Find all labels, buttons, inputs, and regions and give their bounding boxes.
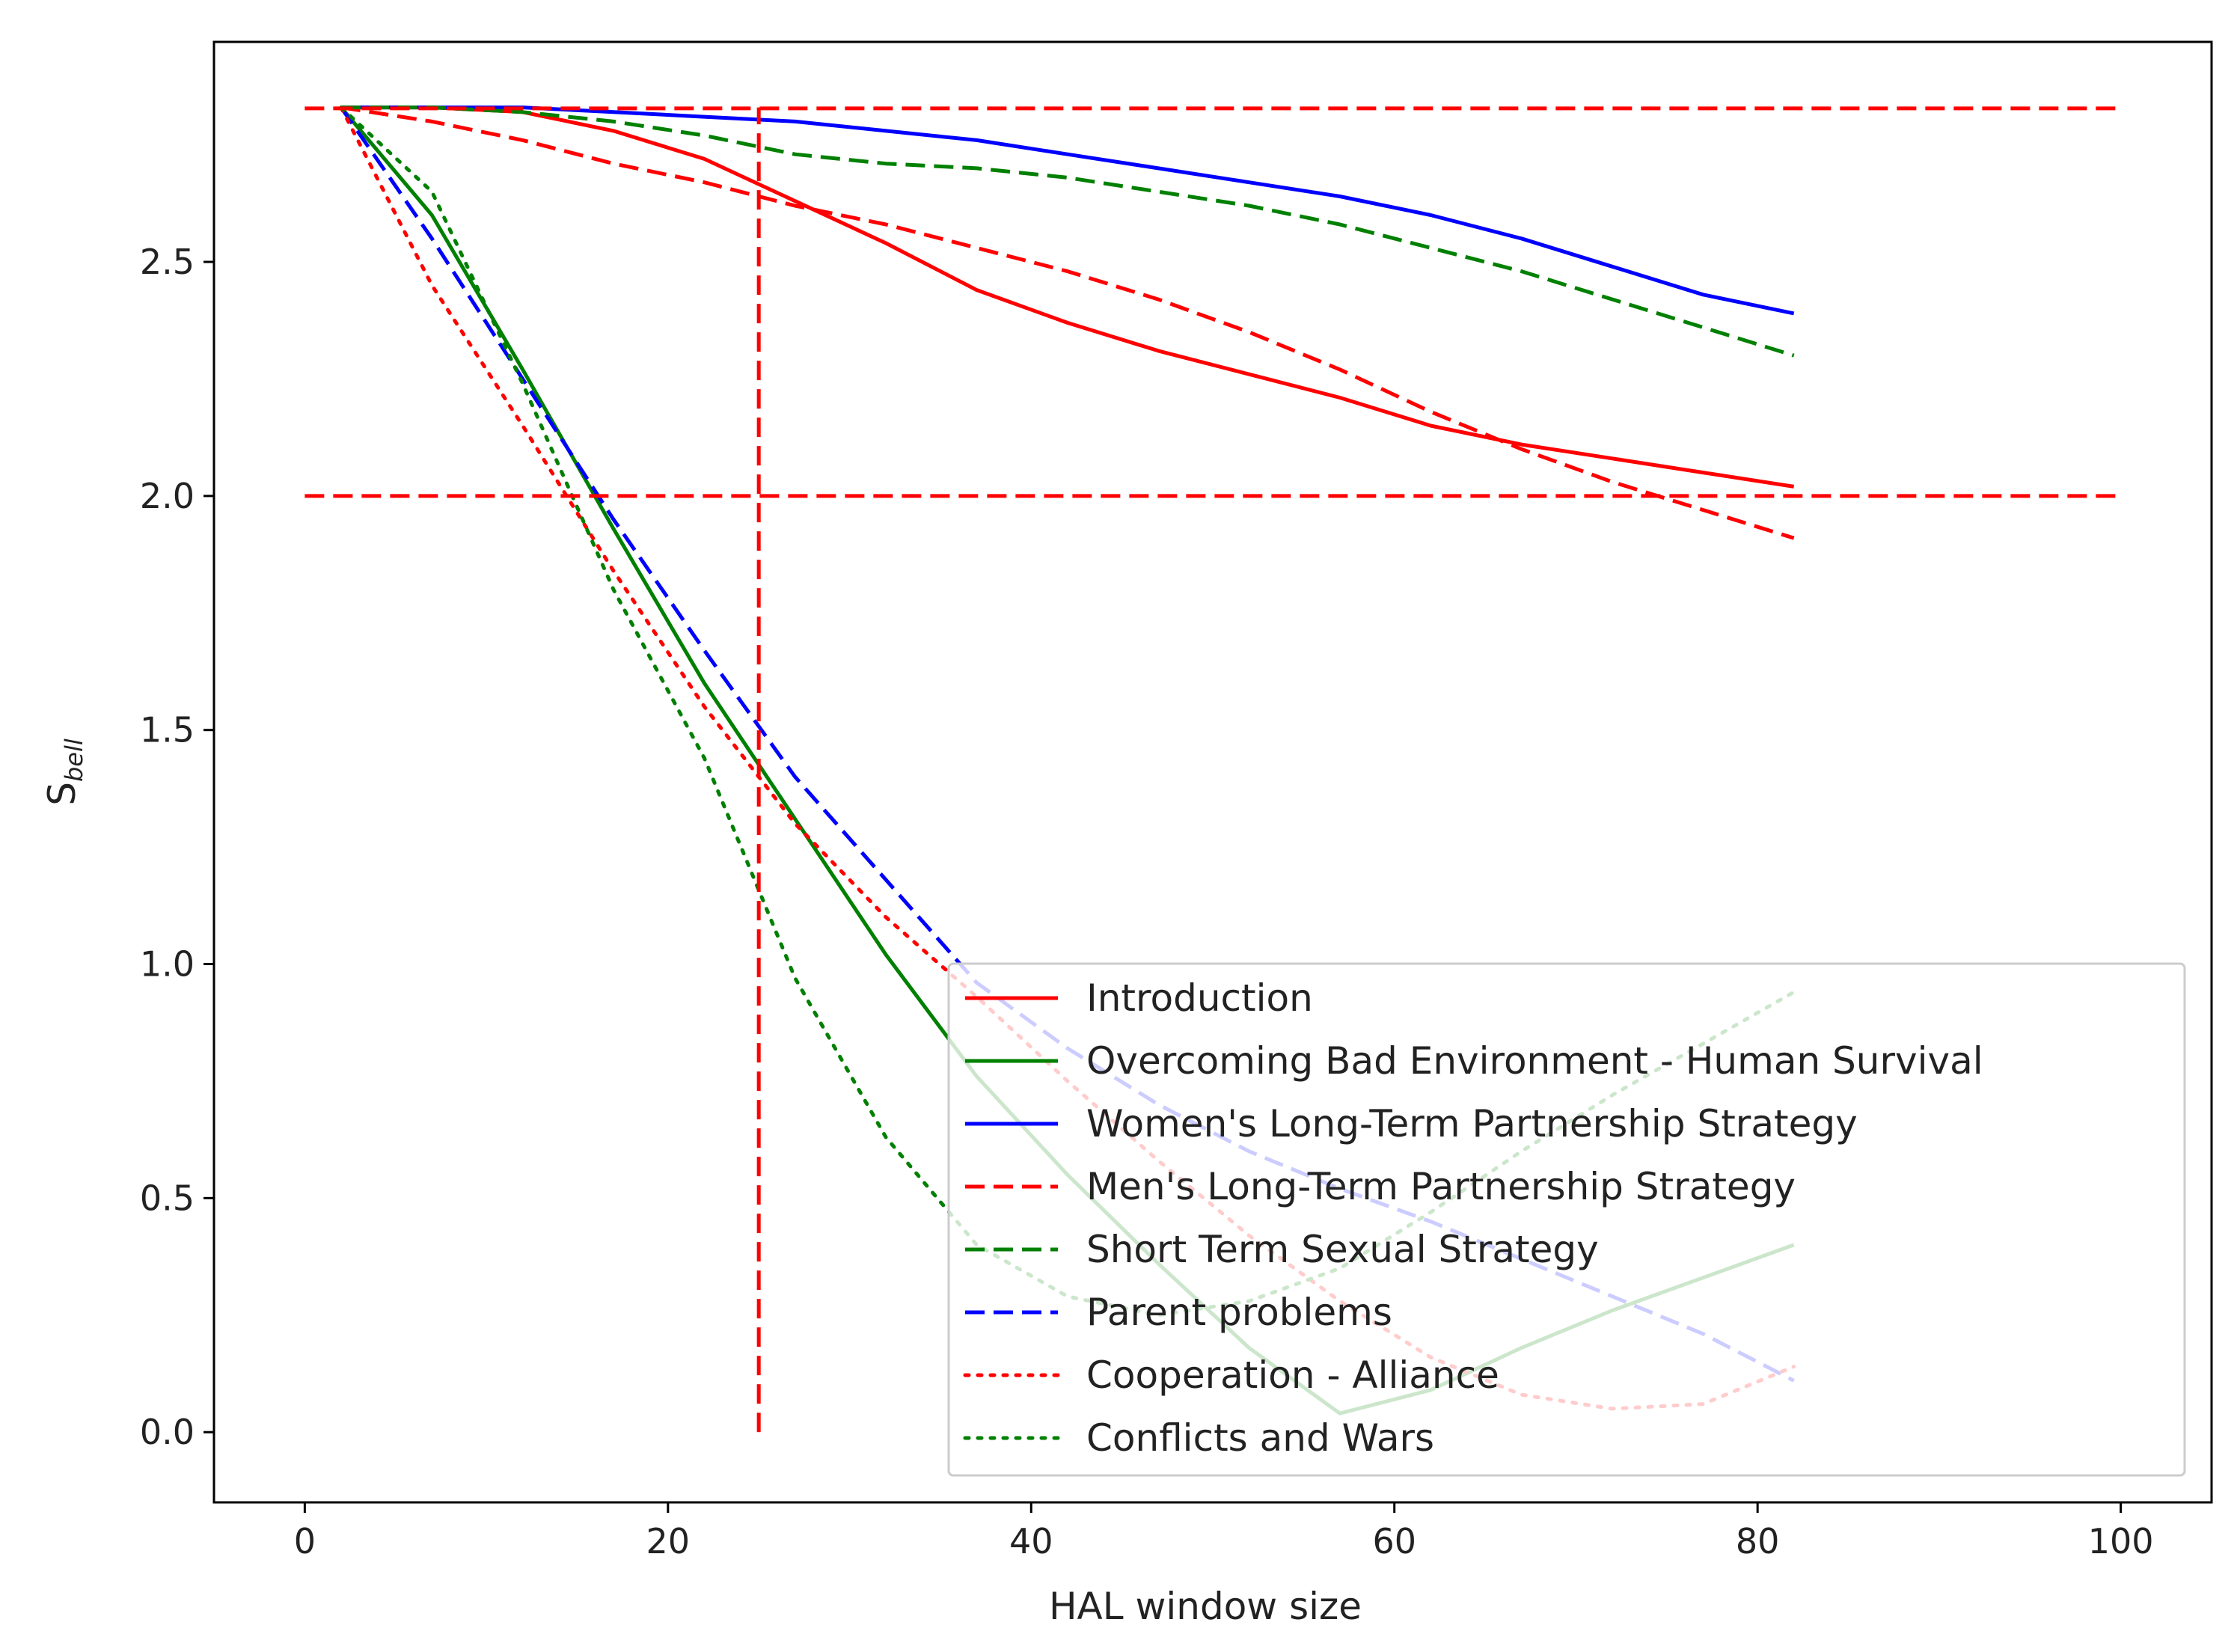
x-tick-label: 0	[294, 1521, 316, 1561]
y-axis-label: Sbell	[40, 738, 88, 806]
series-line-3	[340, 105, 1795, 316]
series-line-8	[339, 105, 1796, 1318]
x-tick-label: 80	[1736, 1521, 1780, 1561]
legend-box	[947, 962, 2186, 1477]
legend-label-2: Overcoming Bad Environment - Human Survi…	[1086, 1039, 1983, 1083]
y-axis-label-subscript: bell	[60, 738, 88, 782]
x-tick-label: 60	[1372, 1521, 1416, 1561]
x-axis: 0 20 40 60 80 100	[294, 1502, 2154, 1561]
legend-label-5: Short Term Sexual Strategy	[1086, 1228, 1599, 1271]
legend-label-1: Introduction	[1086, 976, 1313, 1020]
y-tick-label: 2.0	[140, 476, 195, 516]
x-axis-label: HAL window size	[1049, 1585, 1362, 1628]
y-tick-label: 1.5	[140, 710, 195, 750]
y-axis-label-base: S	[40, 782, 84, 806]
reference-lines-layer	[305, 106, 2121, 1433]
plot-frame	[212, 40, 2213, 1504]
y-axis: 0.0 0.5 1.0 1.5 2.0 2.5	[140, 242, 214, 1452]
legend-label-7: Cooperation - Alliance	[1086, 1353, 1499, 1397]
y-tick-label: 0.5	[140, 1178, 195, 1218]
y-tick-label: 0.0	[140, 1412, 195, 1452]
legend: Introduction Overcoming Bad Environment -…	[947, 962, 2186, 1477]
y-tick-label: 2.5	[140, 242, 195, 282]
series-line-1	[340, 105, 1795, 489]
y-tick-label: 1.0	[140, 944, 195, 985]
x-tick-label: 40	[1009, 1521, 1053, 1561]
legend-label-3: Women's Long-Term Partnership Strategy	[1086, 1102, 1858, 1145]
legend-label-4: Men's Long-Term Partnership Strategy	[1086, 1165, 1796, 1208]
series-line-4	[340, 105, 1795, 540]
x-tick-label: 100	[2088, 1521, 2154, 1561]
legend-label-6: Parent problems	[1086, 1291, 1392, 1334]
x-tick-label: 20	[646, 1521, 691, 1561]
legend-label-8: Conflicts and Wars	[1086, 1416, 1434, 1460]
series-line-5	[340, 105, 1795, 358]
